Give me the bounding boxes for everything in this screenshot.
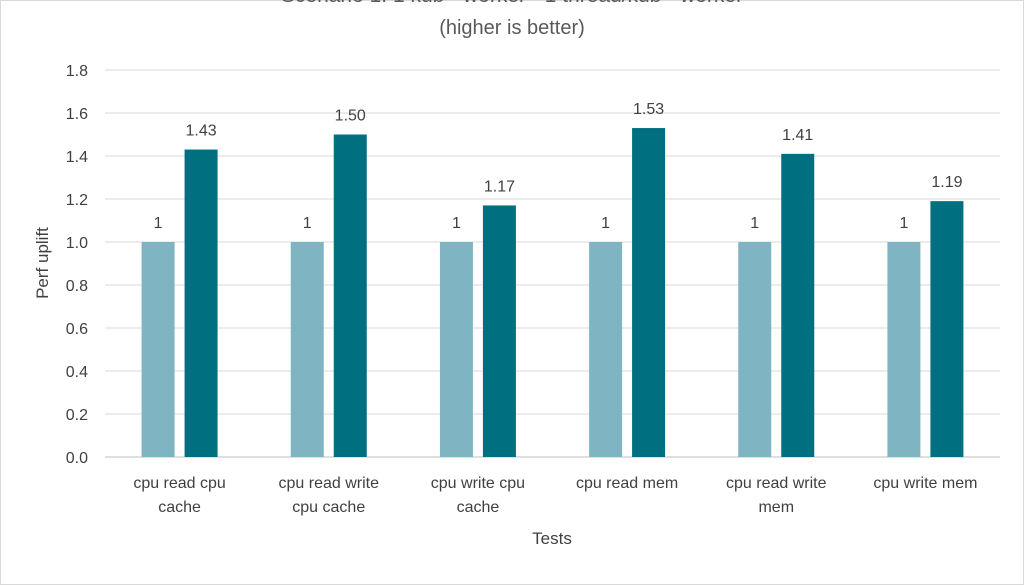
data-label: 1 [303, 215, 312, 232]
chart-title: Scenario 1: 1 kub - worker - 1 thread/ku… [0, 0, 1024, 8]
x-tick-label: cpu read mem [576, 475, 678, 492]
data-label: 1 [452, 215, 461, 232]
y-tick-label: 1.4 [66, 149, 88, 166]
data-label: 1 [154, 215, 163, 232]
bar-improved [781, 153, 815, 457]
data-label: 1.41 [782, 127, 813, 144]
bar-baseline [738, 242, 772, 457]
data-label: 1 [899, 215, 908, 232]
y-tick-label: 1.2 [66, 192, 88, 209]
x-tick-label: cpu write mem [873, 475, 977, 492]
bar-improved [333, 134, 367, 457]
y-tick-label: 0.6 [66, 321, 88, 338]
y-axis-title: Perf uplift [33, 227, 52, 299]
data-label: 1 [601, 215, 610, 232]
y-tick-label: 0.0 [66, 450, 88, 467]
y-tick-label: 1.8 [66, 63, 88, 80]
x-tick-label: cpu write cpu [431, 475, 525, 492]
x-tick-label: cpu read write [726, 475, 827, 492]
x-tick-label: mem [758, 499, 794, 516]
bar-improved [184, 149, 218, 458]
data-label: 1.17 [484, 178, 515, 195]
bar-improved [482, 205, 516, 457]
bar-improved [632, 128, 666, 458]
bar-improved [930, 201, 964, 457]
x-axis-title: Tests [532, 529, 572, 548]
bar-baseline [141, 242, 175, 457]
data-label: 1.19 [931, 174, 962, 191]
data-label: 1 [750, 215, 759, 232]
x-tick-label: cache [158, 499, 201, 516]
data-label: 1.53 [633, 101, 664, 118]
y-tick-label: 1.0 [66, 235, 88, 252]
y-tick-label: 0.2 [66, 407, 88, 424]
y-tick-label: 0.4 [66, 364, 88, 381]
x-tick-label: cpu read write [279, 475, 380, 492]
data-label: 1.43 [186, 123, 217, 140]
x-tick-label: cpu read cpu [133, 475, 226, 492]
x-tick-label: cache [457, 499, 500, 516]
data-label: 1.50 [335, 108, 366, 125]
x-tick-label: cpu cache [292, 499, 365, 516]
bar-baseline [887, 242, 921, 457]
y-tick-label: 1.6 [66, 106, 88, 123]
chart-subtitle: (higher is better) [439, 17, 585, 39]
bar-baseline [589, 242, 623, 457]
y-tick-label: 0.8 [66, 278, 88, 295]
bar-baseline [439, 242, 473, 457]
bar-baseline [290, 242, 324, 457]
